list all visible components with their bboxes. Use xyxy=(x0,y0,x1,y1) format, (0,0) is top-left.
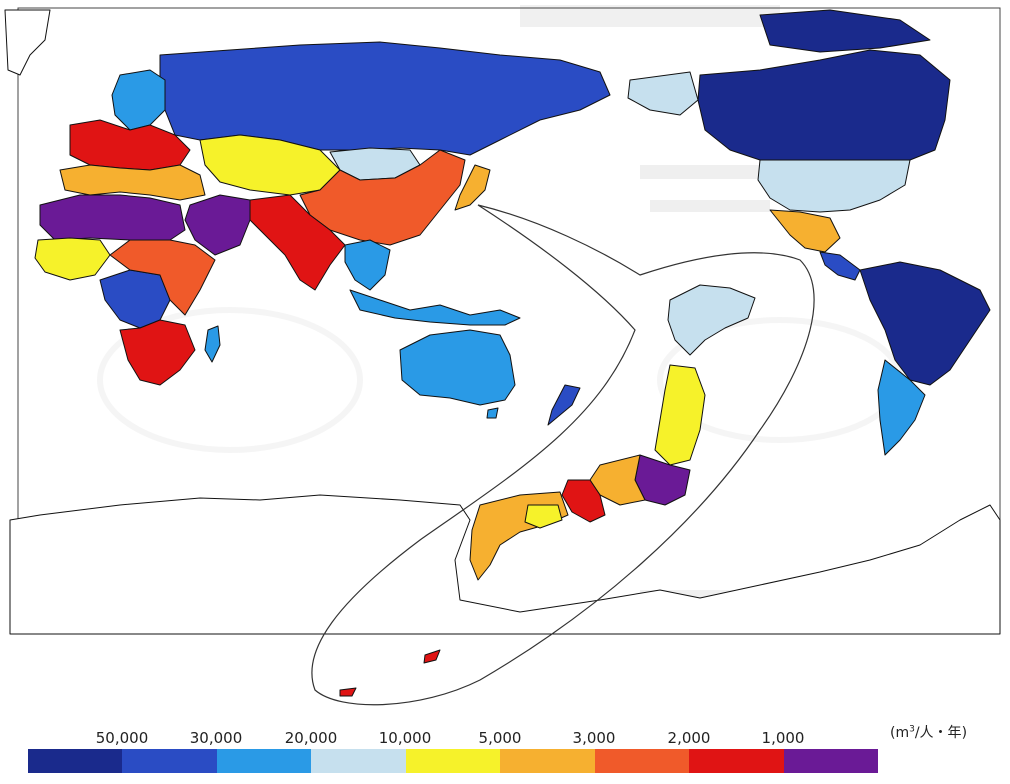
unit-base: m xyxy=(895,725,910,741)
legend-tick-label: 1,000 xyxy=(761,729,805,747)
region-north-america-north xyxy=(697,49,951,161)
legend-color-bar xyxy=(28,749,878,773)
region-mexico xyxy=(769,209,841,253)
legend-swatch-4 xyxy=(311,749,406,773)
unit-exp: 3 xyxy=(909,724,915,735)
legend-swatch-9 xyxy=(783,749,878,773)
region-central-africa xyxy=(99,269,171,329)
legend-tick-label: 3,000 xyxy=(572,729,616,747)
region-australia xyxy=(399,329,516,406)
legend-swatch-7 xyxy=(594,749,690,773)
region-japan-kinki xyxy=(561,479,606,523)
region-greenland xyxy=(4,9,51,76)
region-usa xyxy=(757,159,911,213)
legend-tick-label: 2,000 xyxy=(667,729,711,747)
legend-swatch-2 xyxy=(122,749,217,773)
region-southeast-asia xyxy=(344,239,521,326)
region-arabia xyxy=(184,194,251,256)
region-south-america-north xyxy=(859,261,991,386)
japan-inset-ring xyxy=(311,204,815,706)
region-madagascar xyxy=(204,325,221,363)
region-china xyxy=(299,149,466,246)
region-europe-west xyxy=(69,119,191,171)
legend-unit-label: (m3/人・年) xyxy=(890,724,968,741)
region-japan-world xyxy=(454,164,491,211)
region-japan-shikoku xyxy=(524,504,563,529)
legend-tick-label: 20,000 xyxy=(284,729,338,747)
region-europe-north xyxy=(111,69,166,131)
legend-tick-label: 10,000 xyxy=(378,729,432,747)
region-antarctica xyxy=(9,494,1001,635)
legend-swatch-8 xyxy=(689,749,784,773)
legend-swatch-6 xyxy=(500,749,595,773)
region-north-africa xyxy=(39,194,186,241)
unit-rest: /人・年 xyxy=(914,725,962,741)
region-india xyxy=(249,194,346,291)
legend-tick-label: 5,000 xyxy=(478,729,522,747)
region-arctic-islands xyxy=(759,9,931,53)
region-argentina xyxy=(877,359,926,456)
legend-tick-label: 30,000 xyxy=(189,729,243,747)
region-east-africa xyxy=(109,239,216,316)
region-new-zealand xyxy=(547,384,581,426)
legend-tick-label: 50,000 xyxy=(95,729,149,747)
legend-swatch-5 xyxy=(405,749,501,773)
region-central-america xyxy=(819,251,861,281)
region-japan-tohoku xyxy=(654,364,706,466)
region-japan-okinawa xyxy=(339,649,441,697)
region-tasmania xyxy=(486,407,499,419)
region-southern-africa xyxy=(119,319,196,386)
region-alaska xyxy=(627,71,699,116)
legend-swatch-3 xyxy=(216,749,312,773)
region-japan-hokkaido xyxy=(667,284,756,356)
region-russia xyxy=(159,41,611,156)
region-west-africa xyxy=(34,237,111,281)
legend-swatch-1 xyxy=(28,749,123,773)
